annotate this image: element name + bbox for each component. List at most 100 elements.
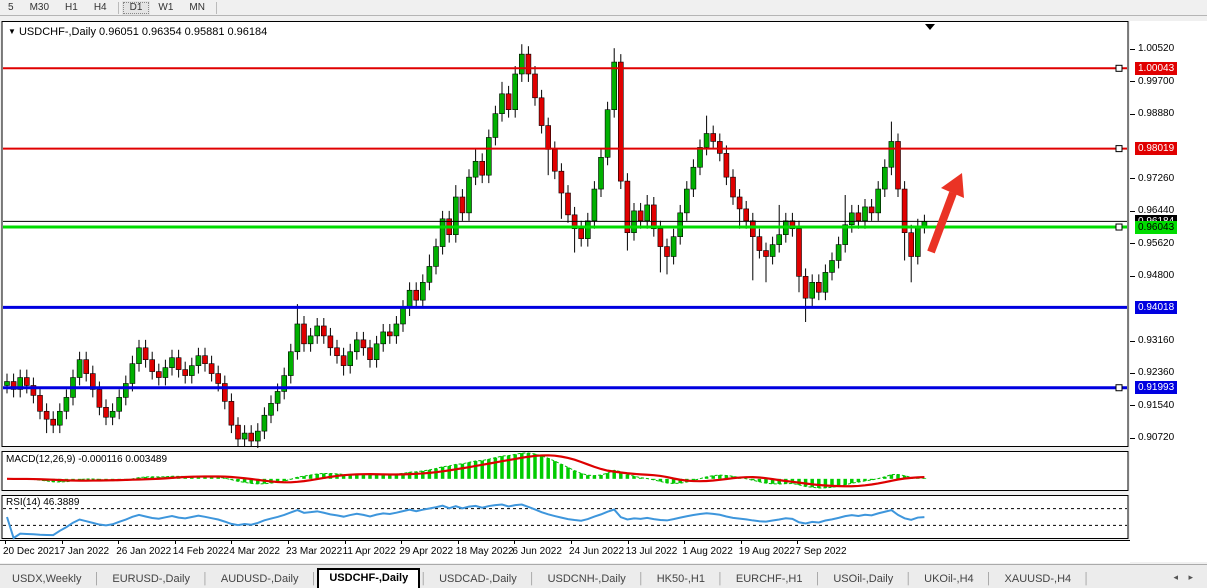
candle (129, 355, 136, 392)
candle (749, 212, 756, 281)
candle-body (835, 244, 842, 261)
candle (624, 173, 631, 251)
timeframe-button-d1[interactable]: D1 (121, 0, 151, 15)
price-badge-0.96043: 0.96043 (1135, 220, 1178, 234)
candle (855, 204, 862, 229)
candle-body (241, 432, 248, 440)
candle (294, 304, 301, 360)
candle-body (756, 236, 763, 251)
timeframe-button-w1[interactable]: W1 (158, 1, 174, 13)
tab-scroll-arrows[interactable]: ◂ ▸ (1173, 572, 1197, 582)
timeframe-button-h1[interactable]: H1 (65, 1, 78, 13)
candle-body (499, 93, 505, 114)
candle (578, 220, 585, 247)
candle-body (400, 307, 406, 325)
axis-tick-mark (1130, 113, 1135, 115)
candle (228, 393, 235, 434)
tab-hk50-h1[interactable]: HK50-,H1 (656, 573, 705, 585)
axis-tick-mark (1130, 340, 1135, 342)
candle-body (129, 363, 136, 384)
candle (796, 220, 802, 293)
trend-arrow-head-icon[interactable] (941, 173, 964, 198)
candle-body (301, 323, 307, 345)
candle-body (314, 325, 321, 337)
tab-eurchf-h1[interactable]: EURCHF-,H1 (735, 573, 803, 585)
candle-body (307, 335, 314, 345)
timeframe-button-h4[interactable]: H4 (93, 1, 107, 13)
candle-body (769, 244, 776, 257)
axis-tick-label: 0.93160 (1138, 335, 1175, 347)
candle-body (142, 347, 149, 360)
candle-body (17, 377, 24, 390)
candle (17, 369, 24, 398)
candle (525, 46, 532, 82)
candle-body (789, 220, 796, 230)
line-handle[interactable] (1115, 223, 1123, 231)
candle (716, 133, 723, 162)
candle-body (730, 176, 736, 198)
candle-body (598, 157, 604, 190)
rsi-label: RSI(14) 46.3889 (6, 497, 80, 508)
tab-separator: │ (93, 573, 101, 585)
candle-body (895, 141, 901, 190)
tab-separator: │ (310, 573, 318, 585)
candle-body (4, 381, 10, 386)
candle-body (551, 149, 558, 172)
tab-eurusd-daily[interactable]: EURUSD-,Daily (112, 573, 190, 585)
line-handle[interactable] (1115, 145, 1123, 153)
candle-body (644, 204, 651, 222)
candle (149, 351, 155, 380)
tab-separator: │ (985, 573, 993, 585)
candle (650, 196, 657, 237)
candle-body (848, 212, 855, 226)
tab-ukoil-h4[interactable]: UKOil-,H4 (924, 573, 974, 585)
candle (195, 347, 202, 374)
tab-audusd-daily[interactable]: AUDUSD-,Daily (220, 573, 299, 585)
candle-body (413, 289, 420, 301)
tab-usdcnh-daily[interactable]: USDCNH-,Daily (547, 573, 626, 585)
candle (413, 282, 420, 309)
candle-body (908, 232, 915, 257)
tab-xauusd-h4[interactable]: XAUUSD-,H4 (1004, 573, 1072, 585)
line-handle[interactable] (1115, 384, 1123, 392)
chart-tab-bar: USDX,Weekly │ EURUSD-,Daily │ AUDUSD-,Daily │… (0, 564, 1207, 588)
tab-usdx-weekly[interactable]: USDX,Weekly (12, 573, 82, 585)
axis-tick-label: 0.90720 (1138, 432, 1175, 444)
candle (875, 181, 882, 221)
line-handle[interactable] (1115, 64, 1123, 72)
trend-arrow-body[interactable] (927, 191, 957, 254)
time-axis-label: 11 Apr 2022 (342, 546, 396, 557)
candle-body (881, 166, 888, 190)
candle-body (637, 210, 644, 222)
candle (10, 373, 17, 398)
candle (175, 349, 182, 378)
candle-body (208, 363, 215, 374)
timeframe-button-m30[interactable]: M30 (29, 1, 50, 13)
time-axis[interactable]: 20 Dec 2021 7 Jan 2022 26 Jan 2022 14 Feb 2… (0, 540, 1130, 563)
axis-tick-mark (1130, 243, 1135, 245)
candle (23, 369, 30, 394)
time-axis-tick (288, 541, 289, 544)
tab-usoil-daily[interactable]: USOil-,Daily (833, 573, 894, 585)
candle (538, 89, 545, 134)
collapse-triangle-icon[interactable]: ▼ (8, 27, 16, 36)
candle-body (604, 109, 611, 158)
candle-body (763, 250, 769, 257)
tab-usdcad-daily[interactable]: USDCAD-,Daily (439, 573, 517, 585)
candle-body (650, 204, 657, 230)
candle-body (776, 234, 783, 245)
candle-body (505, 93, 512, 110)
candle-body (274, 391, 281, 404)
shift-marker-icon[interactable] (925, 24, 935, 30)
candle (222, 375, 228, 410)
timeframe-button-mn[interactable]: MN (189, 1, 205, 13)
timeframe-button-5[interactable]: 5 (8, 1, 14, 13)
price-axis[interactable]: 1.00520 0.99700 0.98880 0.97260 0.96440 0.956… (1130, 21, 1207, 562)
candle (255, 423, 261, 448)
candle (697, 139, 703, 176)
tab-usdchf-daily[interactable]: USDCHF-,Daily (317, 568, 421, 588)
candle (182, 361, 188, 384)
candle (611, 48, 618, 118)
candle-body (525, 53, 532, 75)
candle-body (466, 176, 472, 214)
